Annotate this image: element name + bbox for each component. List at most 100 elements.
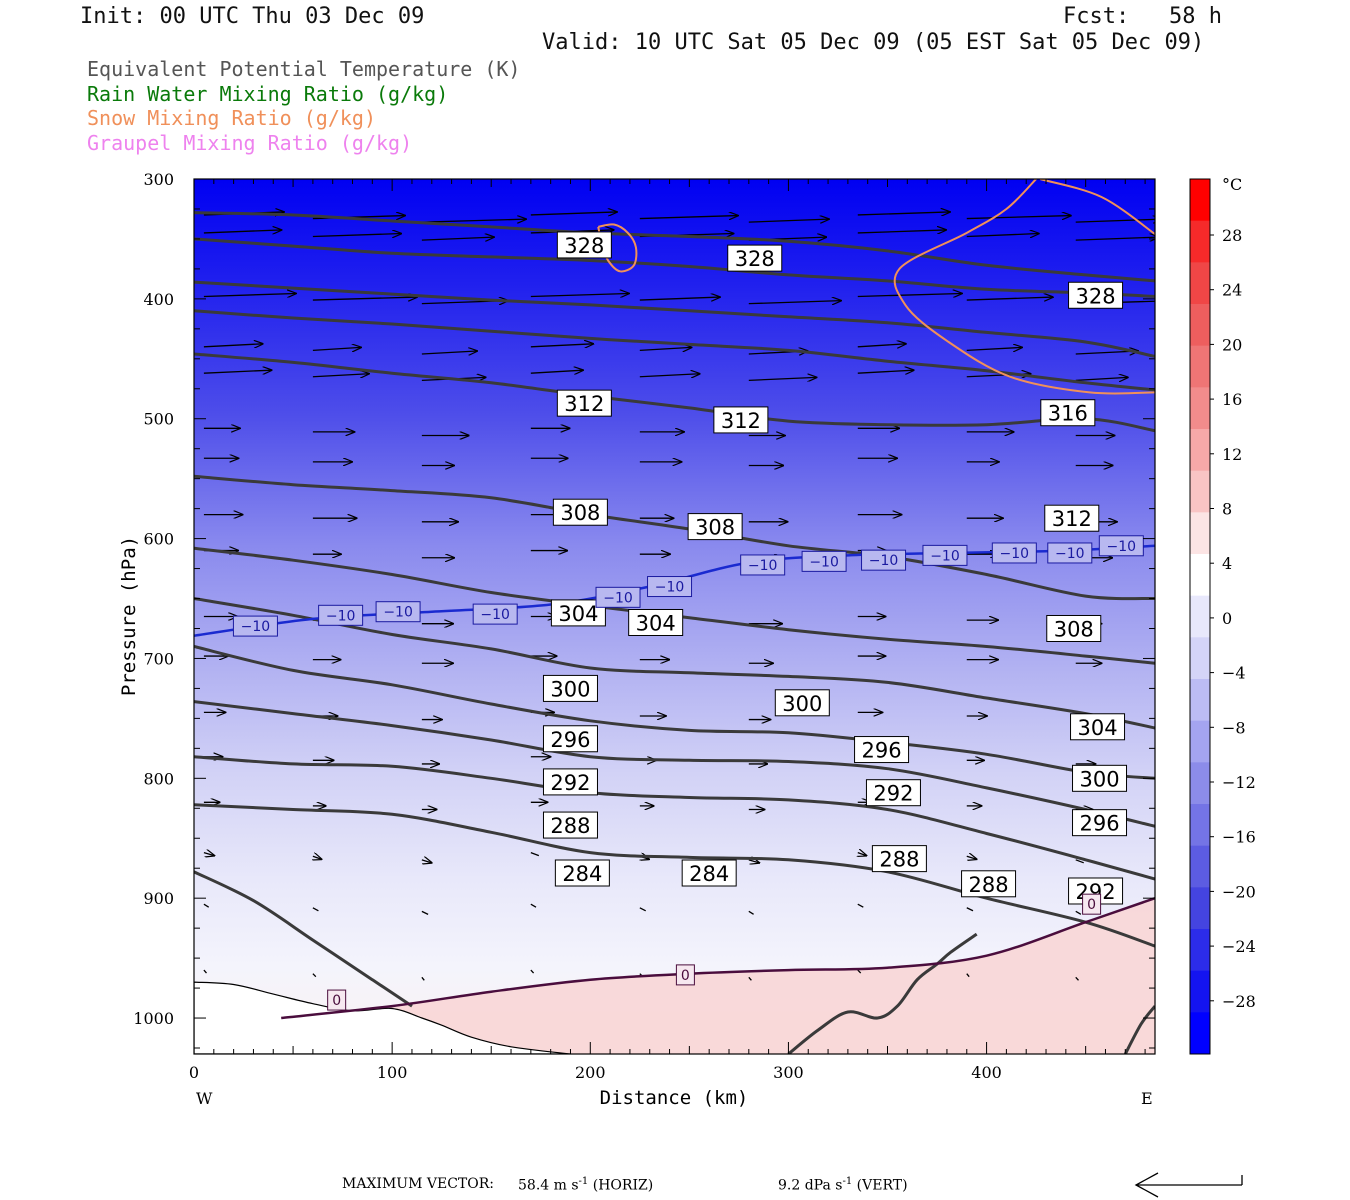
contour-label-box	[681, 859, 737, 887]
colorbar-swatch	[1190, 637, 1210, 680]
contour-label-box	[1072, 764, 1128, 792]
contour-label: 304	[1077, 716, 1117, 740]
contour-label-box	[556, 231, 612, 259]
vert-unit: (VERT)	[856, 1177, 908, 1194]
snow-contour-2	[1039, 179, 1155, 235]
contour-label-box	[556, 389, 612, 417]
contour-label: 308	[695, 516, 735, 540]
contour-label-box	[628, 608, 684, 636]
wind-vector	[1075, 219, 1155, 222]
west-label: W	[196, 1089, 213, 1108]
wind-vector	[312, 234, 401, 237]
plot-frame	[193, 178, 1156, 1055]
colorbar-label: 20	[1222, 335, 1242, 354]
wind-vector	[530, 344, 593, 347]
colorbar-swatch	[1190, 220, 1210, 263]
isotherm-label: −10	[748, 558, 778, 574]
wind-vector	[1075, 237, 1155, 240]
wind-vector	[421, 351, 477, 354]
theta-e-line-308-6	[194, 546, 1155, 665]
colorbar-label: 8	[1222, 500, 1232, 519]
isotherm-label: −10	[1000, 546, 1030, 562]
theta-e-line-328-0	[194, 211, 1155, 283]
theta-e-contours	[194, 211, 1155, 1054]
colorbar-swatch	[1190, 845, 1210, 888]
wind-vector	[966, 856, 977, 859]
theta-e-line-low-left	[194, 870, 413, 1008]
wind-vector	[857, 230, 946, 233]
snow-contour-1	[893, 179, 1155, 395]
colorbar-swatch	[1190, 804, 1210, 847]
isotherm-labels: −10 −10 −10 −10 −10 −10 −10 −10 −10 −10 −10 −10 −10 0…	[232, 535, 1144, 1011]
isotherm-label-box	[318, 604, 364, 626]
isotherm-label: −10	[326, 608, 356, 624]
contour-label: 328	[564, 234, 604, 258]
wind-vector	[203, 230, 281, 233]
wind-vector	[421, 976, 425, 981]
contour-label: 316	[1048, 402, 1088, 426]
wind-vector	[1075, 910, 1082, 915]
wind-vector	[421, 237, 494, 240]
y-tick-label: 400	[143, 290, 174, 309]
legend-rain-water: Rain Water Mixing Ratio (g/kg)	[87, 82, 449, 106]
contour-label-box	[1070, 713, 1126, 741]
contour-label: 304	[558, 602, 598, 626]
colorbar-swatch	[1190, 262, 1210, 305]
wind-vector	[966, 216, 1071, 219]
wind-vector	[966, 297, 1053, 300]
isotherm-label-box	[375, 601, 421, 623]
contour-label-box	[774, 689, 830, 717]
theta-e-line-low-east	[1123, 1005, 1155, 1054]
contour-label: 292	[550, 771, 590, 795]
wind-vector	[966, 234, 1039, 237]
legend-snow: Snow Mixing Ratio (g/kg)	[87, 106, 376, 130]
isotherm-label-box	[1098, 535, 1144, 557]
colorbar-swatch	[1190, 762, 1210, 805]
theta-e-line-316-4	[194, 352, 1155, 433]
contour-label: 296	[550, 728, 590, 752]
contour-label: 284	[562, 862, 602, 886]
wind-vector	[203, 344, 263, 347]
contour-label-box	[542, 674, 598, 702]
isotherm-label: −10	[1055, 546, 1085, 562]
contour-label-box	[1040, 399, 1096, 427]
isotherm-label-box	[675, 964, 695, 986]
contour-label: 300	[782, 692, 822, 716]
wind-vector	[857, 212, 950, 215]
contour-label: 312	[1052, 507, 1092, 531]
colorbar-label: −8	[1222, 718, 1246, 737]
x-tick-label: 400	[971, 1063, 1002, 1082]
wind-vector	[857, 370, 914, 373]
contour-label: 284	[689, 862, 729, 886]
contour-label-box	[542, 811, 598, 839]
isotherm-label: −10	[930, 548, 960, 564]
wind-vector	[1075, 377, 1128, 380]
theta-e-line-low-right	[787, 932, 978, 1054]
isotherm-label: 0	[681, 968, 690, 984]
isotherm-label: −10	[480, 607, 510, 623]
x-tick-label: 200	[575, 1063, 606, 1082]
wind-vector	[748, 377, 817, 380]
colorbar-label: 12	[1222, 445, 1242, 464]
contour-label: 288	[879, 848, 919, 872]
colorbar-unit: °C	[1222, 175, 1242, 194]
isotherm-label-box	[1082, 893, 1102, 915]
colorbar-swatch	[1190, 512, 1210, 555]
colorbar-label: −20	[1222, 882, 1256, 901]
colorbar-swatch	[1190, 304, 1210, 347]
isotherm-label: −10	[1107, 539, 1137, 555]
wind-vector	[530, 969, 535, 974]
isotherm-label-box	[861, 549, 907, 571]
contour-label-box	[871, 845, 927, 873]
colorbar-swatch	[1190, 887, 1210, 930]
colorbar-label: −24	[1222, 937, 1256, 956]
wind-vector	[966, 347, 1022, 350]
legend-theta-e: Equivalent Potential Temperature (K)	[87, 57, 521, 81]
theta-e-line-300-8	[194, 645, 1155, 780]
wind-vector	[530, 293, 629, 296]
x-tick-label: 300	[773, 1063, 804, 1082]
wind-vector	[748, 910, 754, 915]
wind-vector	[966, 973, 970, 978]
colorbar-label: 28	[1222, 226, 1242, 245]
